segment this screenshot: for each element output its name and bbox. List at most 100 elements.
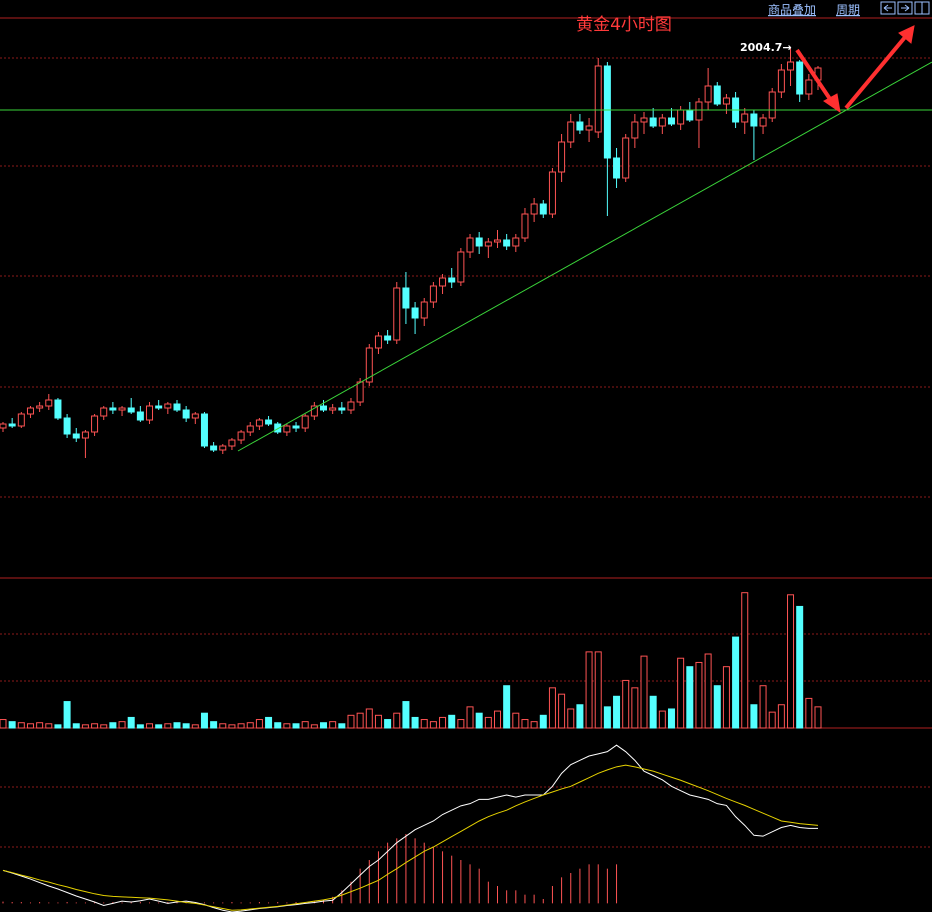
candle-body [36, 405, 44, 409]
volume-bar [72, 723, 80, 729]
volume-bar [0, 719, 7, 729]
candle-body [136, 411, 144, 421]
candle-body [26, 407, 34, 415]
volume-bar [200, 712, 208, 729]
candle-body [356, 381, 364, 403]
candle-body [787, 61, 795, 71]
volume-bar [292, 723, 300, 729]
volume-bar [155, 724, 163, 729]
volume-bar [613, 695, 621, 729]
candle-body [246, 425, 254, 433]
volume-bar [411, 716, 419, 729]
volume-bar [393, 712, 401, 729]
volume-bar [466, 706, 474, 729]
high-label: 2004.7→ [740, 41, 792, 54]
candle-body [210, 445, 218, 451]
volume-bar [118, 721, 126, 729]
candle-body [484, 241, 492, 247]
candle-body [146, 405, 154, 421]
volume-bar [448, 714, 456, 729]
volume-bar [429, 721, 437, 729]
arrow-head [823, 93, 841, 114]
arrow-head [898, 25, 915, 44]
volume-bar [530, 721, 538, 729]
volume-bar [109, 722, 117, 729]
candle-body [512, 237, 520, 247]
volume-bar [146, 723, 154, 729]
candle-body [393, 287, 401, 341]
volume-bar [704, 653, 712, 729]
candle-body [182, 409, 190, 419]
candle-body [613, 157, 621, 179]
candle-body [45, 399, 53, 407]
volume-bar [777, 704, 785, 729]
volume-bar [658, 710, 666, 729]
volume-bar [127, 716, 135, 729]
candle-body [329, 407, 337, 411]
arrow-down [795, 48, 834, 104]
volume-bar [81, 724, 89, 729]
candle-body [402, 287, 410, 309]
volume-bar [512, 712, 520, 729]
volume-bar [631, 687, 639, 729]
candle-body [759, 117, 767, 127]
candle-body [548, 171, 556, 215]
volume-bar [521, 719, 529, 729]
overlay-button[interactable]: 商品叠加 [768, 2, 816, 17]
candle-body [777, 69, 785, 93]
volume-bar [320, 722, 328, 729]
arrows [795, 25, 915, 114]
candle-body [677, 109, 685, 125]
candle-body [200, 413, 208, 447]
volume-bar [274, 722, 282, 729]
candle-body [310, 405, 318, 417]
candle-body [347, 401, 355, 411]
volume-bar [301, 721, 309, 729]
candle-body [475, 237, 483, 247]
candle-body [420, 301, 428, 319]
candle-body [466, 237, 474, 253]
volume-bar [503, 685, 511, 729]
candle-body [91, 415, 99, 433]
candle-body [530, 203, 538, 215]
prev-button[interactable] [880, 1, 896, 15]
candle-body [255, 419, 263, 427]
candle-body [558, 141, 566, 173]
candle-body [686, 109, 694, 121]
candle-body [219, 445, 227, 451]
volume-bar [439, 716, 447, 729]
volume-bar [255, 719, 263, 729]
volume-bar [640, 655, 648, 729]
volume-bar [722, 666, 730, 729]
volume-bar [237, 723, 245, 729]
volume-bar [365, 708, 373, 729]
volume-bar [585, 651, 593, 729]
candle-body [155, 405, 163, 409]
candle-body [439, 277, 447, 287]
candle-body [274, 423, 282, 433]
candle-body [164, 403, 172, 409]
candle-body [503, 239, 511, 247]
next-button[interactable] [897, 1, 913, 15]
candle-body [283, 425, 291, 433]
volume-bar [814, 706, 822, 729]
candle-body [374, 335, 382, 349]
candle-body [0, 423, 7, 429]
volume-bar [246, 722, 254, 729]
volume-bar [374, 714, 382, 729]
candle-body [72, 433, 80, 439]
candle-body [741, 113, 749, 123]
volume-bar [164, 723, 172, 729]
volume-bar [713, 685, 721, 729]
volume-bar [677, 657, 685, 729]
candle-body [338, 407, 346, 411]
volume-bar [283, 723, 291, 729]
volume-bar [91, 723, 99, 729]
candle-body [100, 407, 108, 417]
volume-bar [420, 719, 428, 729]
period-button[interactable]: 周期 [836, 3, 860, 17]
volume-bar [695, 661, 703, 729]
volume-bar [182, 723, 190, 729]
